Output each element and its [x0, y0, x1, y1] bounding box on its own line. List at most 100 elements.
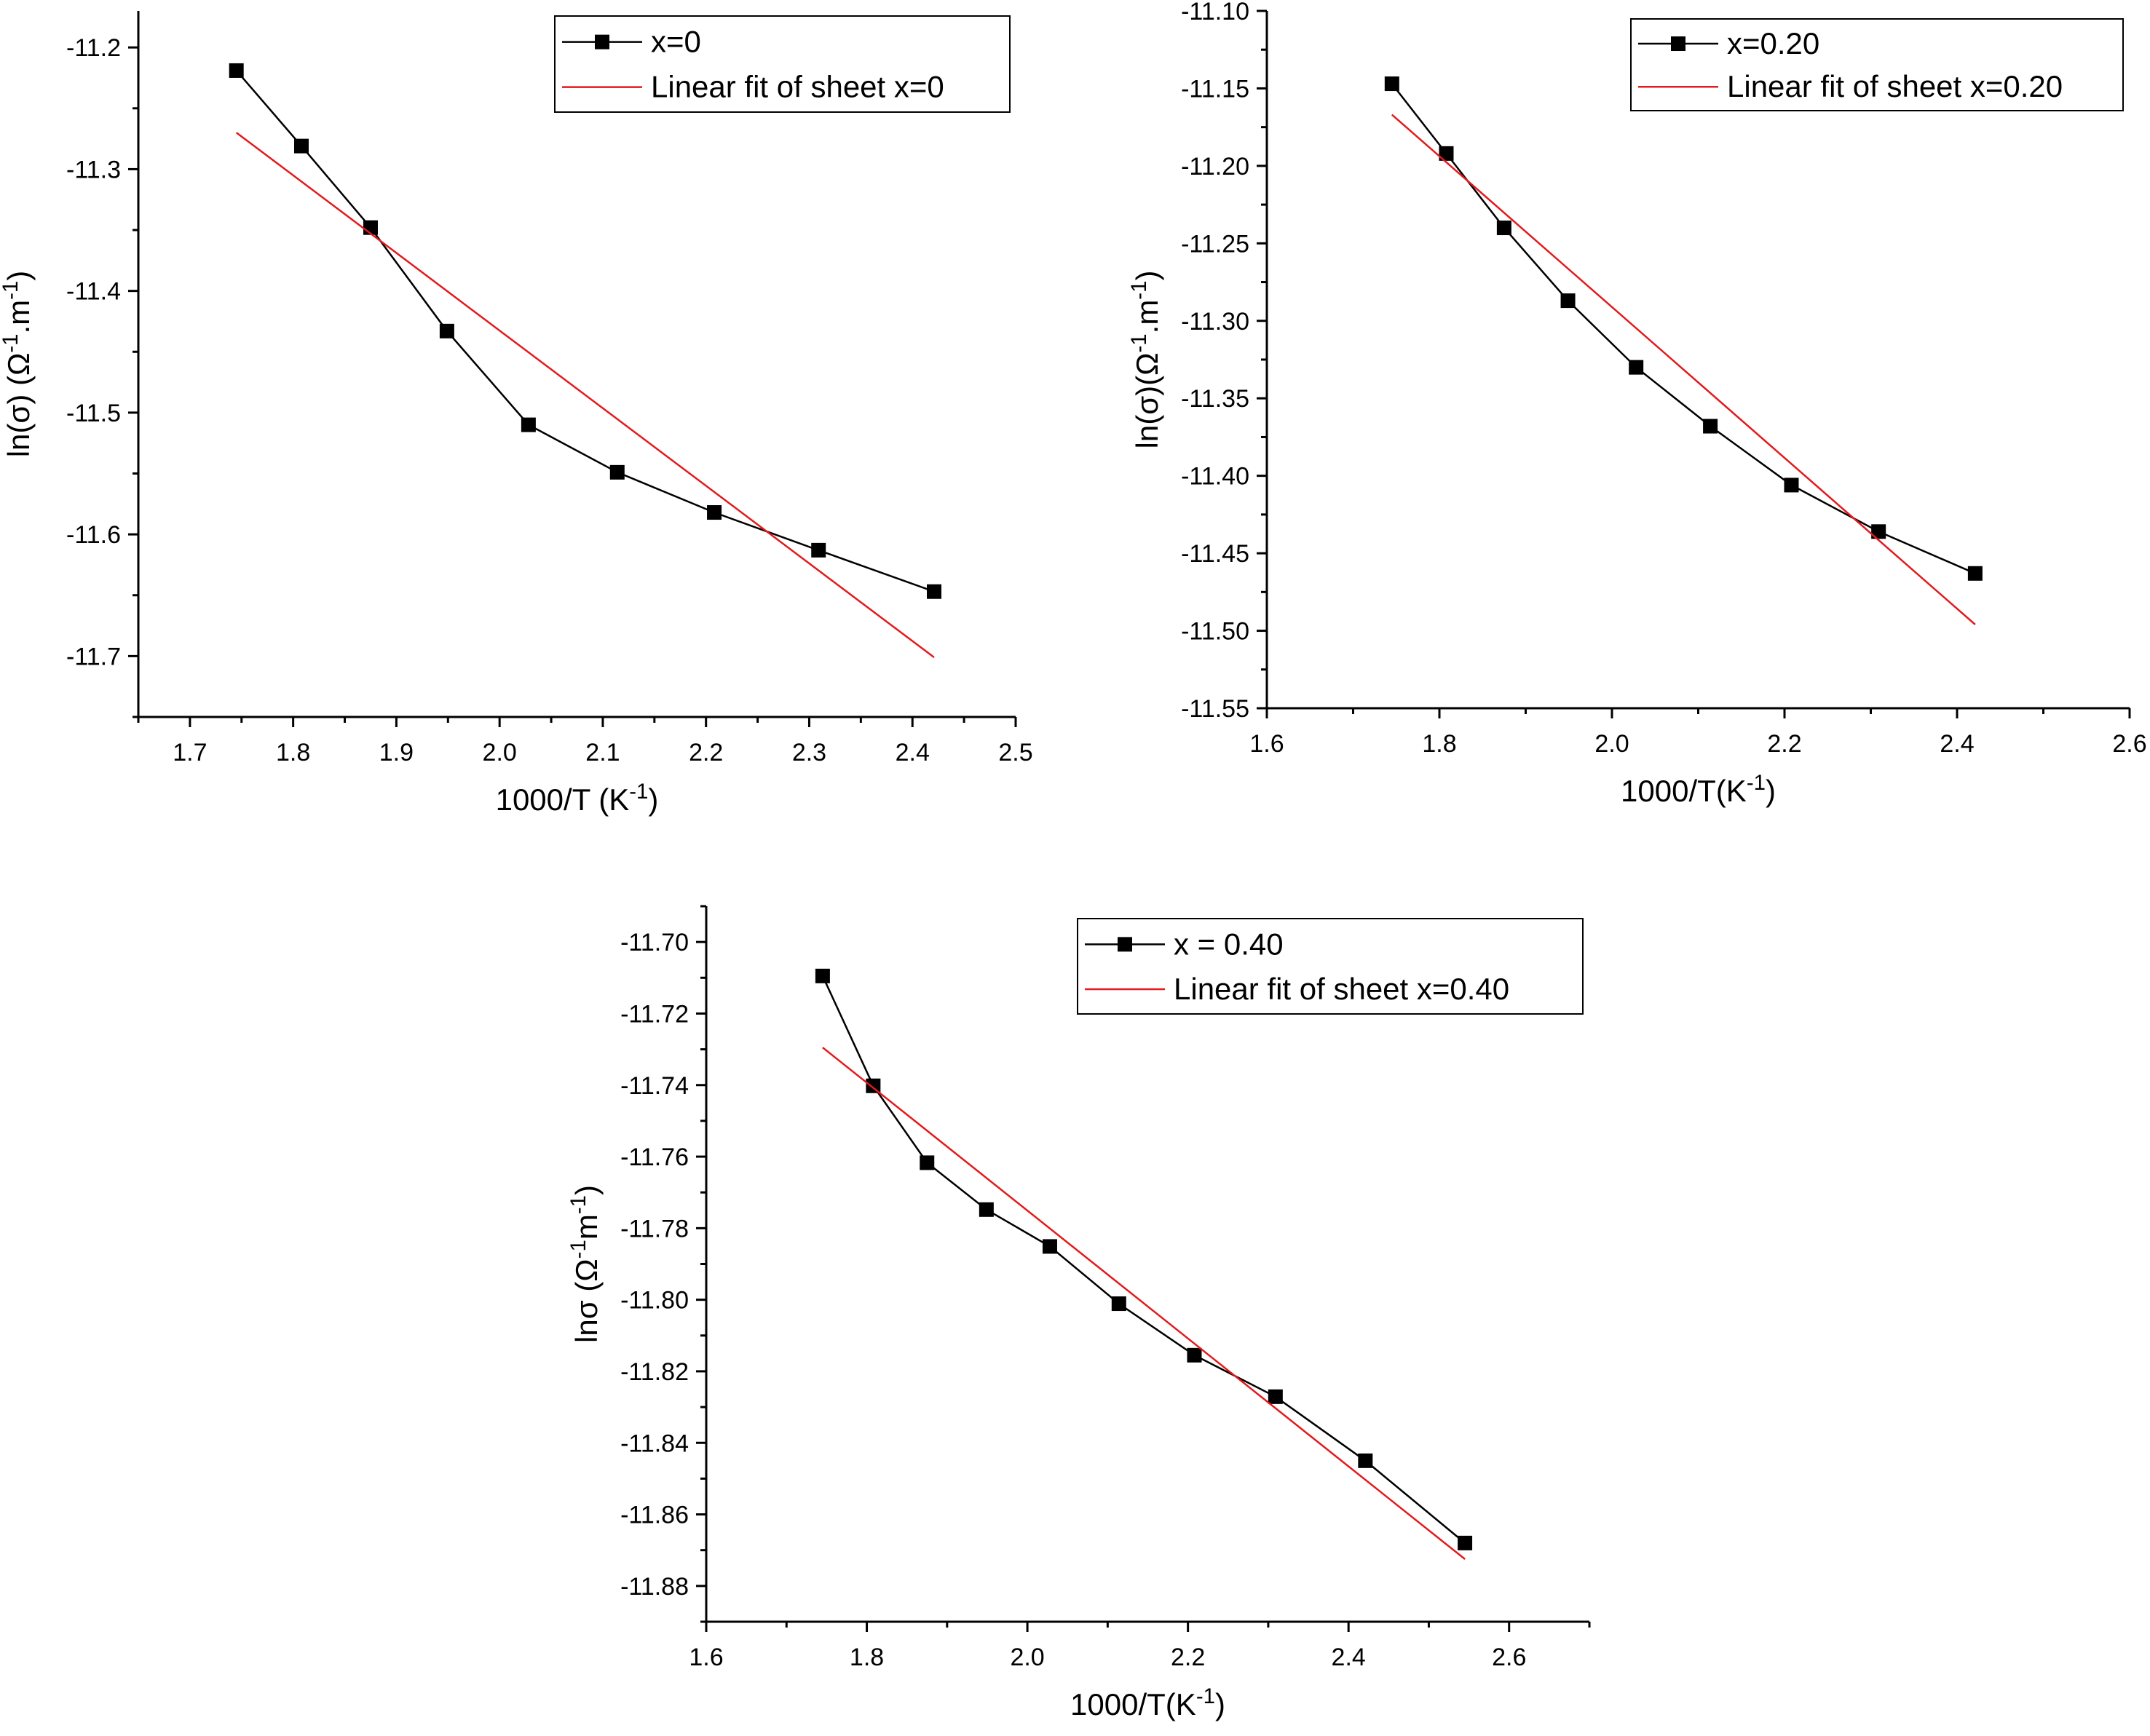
legend-swatch-marker	[1118, 937, 1132, 952]
y-tick-label: -11.6	[66, 521, 121, 549]
data-point	[1111, 1296, 1126, 1312]
x-tick-label: 2.0	[483, 739, 517, 766]
y-tick-label: -11.45	[1181, 540, 1249, 568]
x-tick-label: 2.6	[1492, 1644, 1526, 1671]
y-tick-label: -11.25	[1181, 230, 1249, 258]
x-tick-label: 2.2	[1767, 730, 1801, 758]
data-point	[1560, 293, 1576, 309]
y-tick-label: -11.74	[620, 1072, 689, 1100]
x-tick-label: 2.4	[896, 739, 930, 766]
data-point	[1042, 1239, 1057, 1254]
y-tick-label: -11.7	[66, 643, 121, 670]
y-tick-label: -11.20	[1181, 153, 1249, 181]
y-tick-label: -11.82	[620, 1358, 689, 1386]
y-axis-title: ln(σ)(Ω-1.m-1)	[1127, 271, 1165, 449]
data-point	[1187, 1347, 1202, 1363]
x-tick-label: 1.8	[1422, 730, 1456, 758]
x-tick-label: 2.2	[689, 739, 723, 766]
data-point	[707, 505, 722, 520]
data-point	[1871, 524, 1886, 539]
y-tick-label: -11.84	[620, 1430, 689, 1457]
data-point	[815, 968, 830, 983]
legend: x = 0.40 Linear fit of sheet x=0.40	[1077, 918, 1584, 1015]
data-series-line	[235, 70, 935, 592]
x-tick-label: 2.4	[1940, 730, 1974, 758]
legend-label: Linear fit of sheet x=0	[651, 70, 944, 104]
x-axis-title: 1000/T(K-1)	[1070, 1684, 1225, 1722]
legend-label: x=0	[651, 25, 701, 59]
x-tick-label: 2.0	[1594, 730, 1629, 758]
y-tick-label: -11.10	[1181, 0, 1249, 25]
legend: x=0.20 Linear fit of sheet x=0.20	[1630, 18, 2124, 111]
y-axis-title: lnσ (Ω-1m-1)	[566, 1185, 604, 1343]
chart-3: 1.6 1.8 2.0 2.2 2.4 2.6 -11.88 -11.86 -11.84 -11.…	[566, 905, 1591, 1722]
legend-box	[554, 15, 1011, 113]
legend-box	[1630, 18, 2124, 111]
legend-label: Linear fit of sheet x=0.40	[1174, 972, 1509, 1006]
x-tick-label: 2.4	[1332, 1644, 1366, 1671]
y-tick-label: -11.72	[620, 1000, 689, 1028]
y-tick-label: -11.55	[1181, 695, 1249, 723]
x-tick-label: 2.3	[792, 739, 826, 766]
data-point	[439, 323, 454, 338]
y-tick-label: -11.88	[620, 1573, 689, 1601]
y-tick-label: -11.40	[1181, 463, 1249, 491]
y-tick-label: -11.3	[66, 156, 121, 183]
data-point	[1629, 360, 1644, 375]
y-tick-label: -11.35	[1181, 385, 1249, 413]
data-point	[1268, 1389, 1283, 1404]
y-tick-label: -11.30	[1181, 308, 1249, 336]
x-tick-label: 1.6	[1249, 730, 1284, 758]
linear-fit-line	[822, 1047, 1466, 1560]
data-point	[1439, 146, 1454, 161]
y-tick-label: -11.15	[1181, 75, 1249, 103]
y-tick-label: -11.4	[66, 278, 121, 306]
legend-label: x=0.20	[1727, 26, 1819, 60]
linear-fit-line	[235, 132, 935, 659]
data-point	[1967, 566, 1983, 581]
legend-label: Linear fit of sheet x=0.20	[1727, 69, 2063, 103]
data-point	[1784, 477, 1799, 493]
linear-fit-line	[1391, 114, 1976, 625]
x-axis-title: 1000/T(K-1)	[1621, 771, 1776, 809]
y-axis-title: ln(σ) (Ω-1.m-1)	[0, 271, 36, 458]
data-point	[811, 542, 826, 558]
data-point	[920, 1155, 935, 1170]
y-tick-label: -11.80	[620, 1287, 689, 1315]
y-tick-label: -11.50	[1181, 618, 1249, 646]
data-series-line	[1391, 83, 1976, 574]
x-tick-label: 2.0	[1010, 1644, 1044, 1671]
x-tick-label: 1.8	[276, 739, 310, 766]
chart-1: 1.7 1.8 1.9 2.0 2.1 2.2 2.3 2.4 2.5 -11.7 -11.6 -11…	[0, 11, 1033, 817]
legend-swatch-marker	[595, 34, 609, 49]
data-series-line	[821, 975, 1466, 1544]
y-tick-label: -11.70	[620, 929, 689, 956]
legend-label: x = 0.40	[1174, 927, 1284, 961]
x-tick-label: 2.5	[998, 739, 1032, 766]
legend-swatch-marker	[1671, 36, 1685, 52]
y-tick-label: -11.78	[620, 1215, 689, 1242]
x-tick-label: 2.1	[585, 739, 620, 766]
x-tick-label: 2.2	[1171, 1644, 1205, 1671]
x-tick-label: 1.9	[379, 739, 414, 766]
data-point	[1384, 76, 1399, 92]
y-tick-label: -11.86	[620, 1502, 689, 1529]
legend-box	[1077, 918, 1584, 1015]
y-tick-label: -11.2	[66, 34, 121, 62]
data-point	[609, 464, 625, 480]
x-axis-title: 1000/T (K-1)	[496, 780, 659, 817]
y-tick-label: -11.76	[620, 1144, 689, 1171]
data-point	[1703, 419, 1718, 434]
x-tick-label: 2.6	[2112, 730, 2146, 758]
data-point	[521, 417, 536, 432]
data-point	[927, 584, 942, 599]
data-point	[979, 1202, 994, 1217]
data-point	[293, 138, 309, 154]
x-tick-label: 1.8	[850, 1644, 884, 1671]
data-point	[1458, 1535, 1473, 1550]
chart-2: 1.6 1.8 2.0 2.2 2.4 2.6 -11.55 -11.50 -11.45 -11.…	[1127, 0, 2147, 808]
x-tick-label: 1.6	[689, 1644, 723, 1671]
data-point	[1358, 1453, 1373, 1468]
data-point	[1496, 221, 1511, 236]
